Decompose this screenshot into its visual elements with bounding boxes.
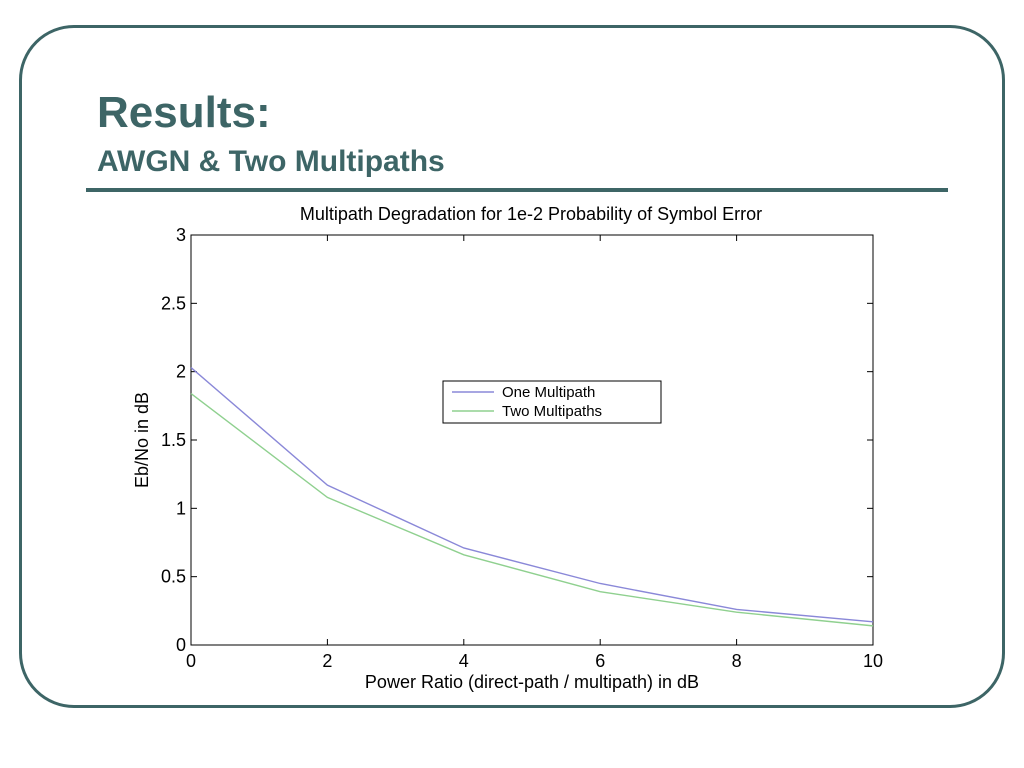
y-tick-label: 2 <box>176 362 186 382</box>
slide-frame <box>19 25 1005 708</box>
y-tick-label: 2.5 <box>161 293 186 313</box>
series-line-1 <box>190 367 874 623</box>
y-tick-label: 3 <box>176 225 186 245</box>
series-group <box>190 367 874 627</box>
chart-title: Multipath Degradation for 1e-2 Probabili… <box>300 204 762 224</box>
y-tick-label: 1.5 <box>161 430 186 450</box>
legend-label: One Multipath <box>502 384 595 401</box>
x-tick-label: 0 <box>186 651 196 671</box>
title-divider <box>86 188 948 192</box>
legend: One Multipath Two Multipaths <box>442 380 662 424</box>
y-tick-label: 0.5 <box>161 567 186 587</box>
x-axis: 0 2 4 6 8 10 <box>186 235 883 671</box>
series-line-2 <box>190 392 874 627</box>
plot-area <box>190 234 874 646</box>
y-tick-label: 1 <box>176 498 186 518</box>
legend-label: Two Multipaths <box>502 403 602 420</box>
x-tick-label: 8 <box>732 651 742 671</box>
x-tick-label: 2 <box>322 651 332 671</box>
y-tick-label: 0 <box>176 635 186 655</box>
slide-subtitle: AWGN & Two Multipaths <box>97 145 445 178</box>
y-axis-label: Eb/No in dB <box>132 392 152 488</box>
x-tick-label: 6 <box>595 651 605 671</box>
x-tick-label: 10 <box>863 651 883 671</box>
x-tick-label: 4 <box>459 651 469 671</box>
slide-title: Results: <box>97 88 271 137</box>
y-axis: 0 0.5 1 1.5 2 2.5 3 <box>161 225 873 655</box>
x-axis-label: Power Ratio (direct-path / multipath) in… <box>365 672 699 692</box>
legend-box <box>442 380 662 424</box>
